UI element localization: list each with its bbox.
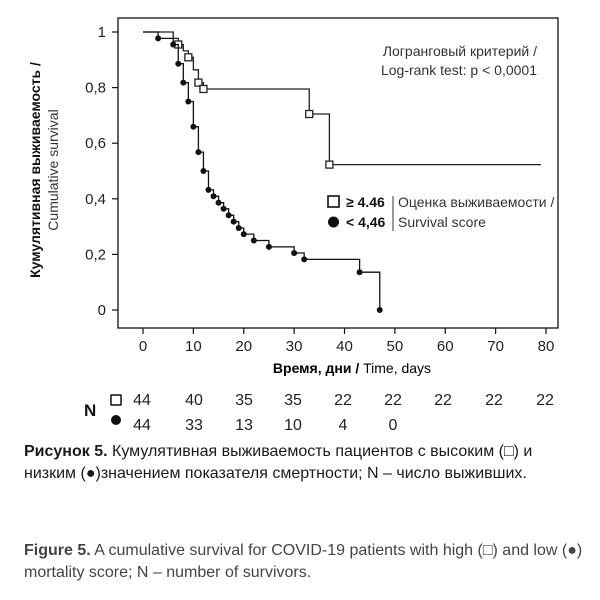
legend-square-marker bbox=[327, 195, 340, 208]
legend-label-low: < 4,46 bbox=[346, 214, 386, 230]
caption-ru-label: Рисунок 5. bbox=[24, 443, 108, 460]
risk-table-label: N bbox=[84, 401, 96, 420]
censor-marker-circle bbox=[225, 212, 232, 219]
caption-en-text: A cumulative survival for COVID-19 patie… bbox=[24, 542, 583, 581]
risk-value: 35 bbox=[284, 392, 302, 409]
censor-marker-circle bbox=[265, 243, 272, 250]
y-axis-ticks: 0 0,2 0,4 0,6 0,8 1 bbox=[85, 24, 118, 319]
caption-en-label: Figure 5. bbox=[24, 542, 91, 559]
censor-marker-square bbox=[305, 109, 314, 119]
risk-value: 40 bbox=[185, 392, 203, 409]
censor-marker-circle bbox=[376, 307, 383, 313]
risk-value: 35 bbox=[235, 392, 253, 409]
x-axis-label-en: Time, days bbox=[359, 360, 431, 376]
y-axis-label-ru: Кумулятивная выживаемость / bbox=[27, 62, 43, 278]
logrank-annotation-line1: Логранговый критерий / bbox=[383, 43, 537, 59]
legend-title-line1: Оценка выживаемости / bbox=[398, 194, 554, 210]
censor-marker-circle bbox=[195, 149, 202, 156]
risk-value: 22 bbox=[334, 392, 352, 409]
caption-ru-text: Кумулятивная выживаемость пациентов с вы… bbox=[24, 443, 533, 482]
x-tick-label: 0 bbox=[139, 338, 147, 355]
x-tick-label: 70 bbox=[487, 338, 504, 355]
censor-marker-circle bbox=[220, 205, 227, 212]
censor-marker-circle bbox=[250, 237, 257, 244]
censor-marker-circle bbox=[180, 79, 187, 86]
censor-marker-square bbox=[325, 160, 334, 169]
x-tick-label: 60 bbox=[437, 338, 454, 355]
y-tick-label: 1 bbox=[98, 24, 106, 41]
survival-curve-low bbox=[143, 31, 381, 310]
censor-marker-circle bbox=[235, 224, 242, 231]
risk-value: 22 bbox=[485, 392, 503, 409]
censor-marker-circle bbox=[175, 60, 182, 67]
x-tick-label: 80 bbox=[538, 338, 555, 355]
risk-value: 44 bbox=[133, 392, 151, 409]
censor-marker-circle bbox=[291, 250, 298, 257]
risk-value: 22 bbox=[384, 392, 402, 409]
censor-marker-square bbox=[194, 78, 203, 87]
risk-value: 22 bbox=[434, 392, 452, 409]
censor-marker-circle bbox=[200, 168, 207, 174]
y-axis-label-en: Cumulative survival bbox=[45, 109, 61, 230]
plot-frame bbox=[117, 17, 559, 329]
censor-marker-circle bbox=[356, 269, 363, 276]
figure-caption-en: Figure 5. A cumulative survival for COVI… bbox=[24, 540, 584, 584]
logrank-annotation-line2: Log-rank test: p < 0,0001 bbox=[381, 62, 537, 78]
censor-marker-circle bbox=[170, 41, 177, 48]
censor-marker-circle bbox=[301, 256, 308, 263]
censor-marker-circle bbox=[205, 186, 212, 193]
survival-curve-high bbox=[143, 31, 541, 166]
risk-value: 13 bbox=[235, 417, 253, 434]
x-tick-label: 10 bbox=[185, 338, 202, 355]
y-tick-label: 0,6 bbox=[85, 135, 106, 152]
y-tick-label: 0,4 bbox=[85, 191, 106, 208]
risk-row-square-marker bbox=[110, 394, 122, 406]
x-tick-label: 50 bbox=[387, 338, 404, 355]
censor-marker-circle bbox=[190, 123, 197, 130]
figure-caption-ru: Рисунок 5. Кумулятивная выживаемость пац… bbox=[24, 441, 584, 485]
risk-value: 22 bbox=[536, 392, 554, 409]
x-tick-label: 20 bbox=[235, 338, 252, 355]
risk-value: 0 bbox=[389, 417, 398, 434]
censor-marker-circle bbox=[210, 193, 217, 200]
legend-title-line2: Survival score bbox=[398, 214, 486, 230]
x-tick-label: 40 bbox=[336, 338, 353, 355]
y-tick-label: 0,2 bbox=[85, 246, 106, 263]
censor-marker-square bbox=[199, 84, 208, 94]
x-axis-ticks: 0 10 20 30 40 50 60 70 80 bbox=[139, 328, 555, 355]
risk-value: 33 bbox=[185, 417, 203, 434]
x-axis-label-ru: Время, дни / bbox=[273, 360, 359, 376]
y-tick-label: 0,8 bbox=[85, 80, 106, 97]
risk-value: 44 bbox=[133, 417, 151, 434]
censor-marker-circle bbox=[215, 199, 222, 206]
censor-marker-circle bbox=[240, 231, 247, 238]
risk-row-circle-marker bbox=[111, 415, 121, 425]
legend-label-high: ≥ 4.46 bbox=[346, 194, 385, 210]
risk-value: 4 bbox=[339, 417, 348, 434]
legend: ≥ 4.46 < 4,46 Оценка выживаемости / Surv… bbox=[327, 194, 554, 231]
censor-marker-circle bbox=[230, 218, 237, 225]
x-tick-label: 30 bbox=[286, 338, 303, 355]
x-axis-label: Время, дни / Time, days bbox=[273, 360, 431, 376]
censor-marker-circle bbox=[185, 98, 192, 105]
series-layer bbox=[143, 31, 541, 313]
legend-circle-marker bbox=[328, 216, 339, 228]
risk-value: 10 bbox=[284, 417, 302, 434]
censor-marker-square bbox=[184, 53, 193, 62]
plot-border bbox=[117, 17, 559, 329]
y-tick-label: 0 bbox=[98, 302, 106, 319]
censor-marker-circle bbox=[155, 35, 162, 42]
